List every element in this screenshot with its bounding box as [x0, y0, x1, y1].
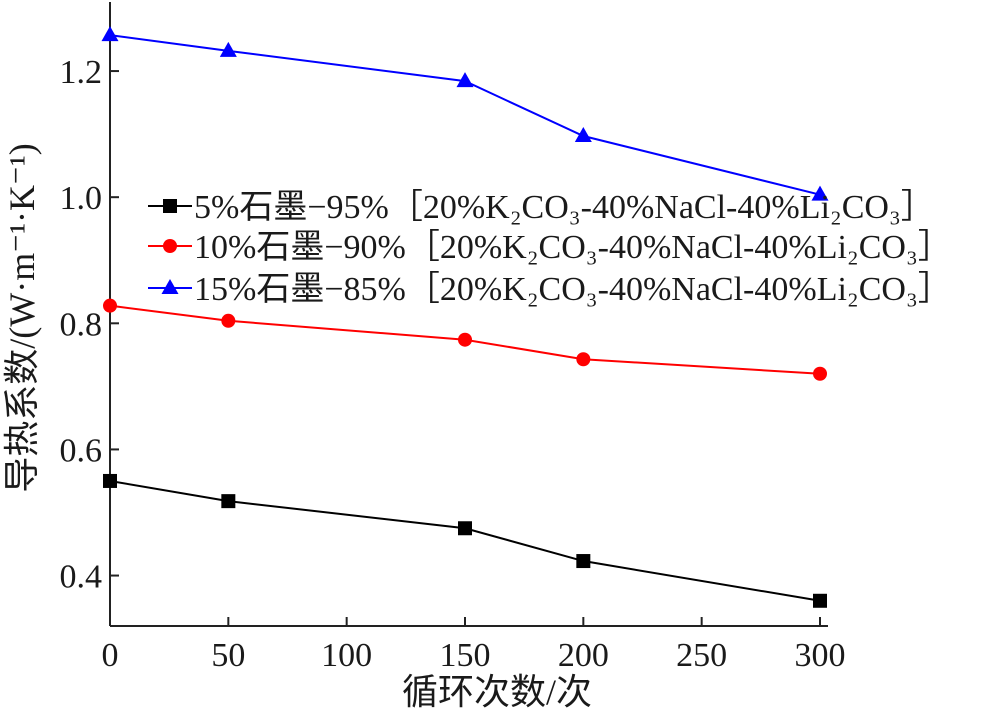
data-point	[103, 473, 117, 488]
legend: 5%石墨−95%［20%K₂CO₃-40%NaCl-40%Li₂CO₃］10%石…	[148, 189, 952, 308]
data-point	[811, 185, 829, 201]
x-tick-label: 250	[676, 637, 727, 674]
series-1	[103, 473, 827, 608]
legend-entry-2: 10%石墨−90%［20%K₂CO₃-40%NaCl-40%Li₂CO₃］	[148, 229, 952, 266]
plot-area	[101, 26, 829, 608]
x-tick-label: 200	[558, 637, 609, 674]
legend-marker	[163, 199, 177, 213]
data-point	[101, 26, 119, 42]
data-point	[576, 352, 591, 367]
y-tick-label: 1.2	[60, 54, 103, 91]
x-axis-title: 循环次数/次	[402, 672, 592, 712]
data-point	[574, 127, 592, 143]
y-axis-title: 导热系数/(W·m⁻¹·K⁻¹)	[2, 143, 42, 493]
x-tick-label: 100	[321, 637, 372, 674]
data-point	[813, 366, 827, 381]
y-tick-label: 0.4	[60, 559, 103, 596]
series-line	[109, 479, 821, 602]
data-point	[219, 41, 237, 57]
legend-marker	[161, 279, 179, 294]
data-point	[458, 332, 472, 347]
data-point	[221, 494, 236, 509]
x-tick-label: 150	[440, 637, 491, 674]
series-2	[103, 298, 827, 381]
legend-label: 10%石墨−90%［20%K₂CO₃-40%NaCl-40%Li₂CO₃］	[194, 229, 952, 266]
y-tick-label: 0.6	[60, 432, 103, 469]
data-point	[458, 521, 472, 536]
data-point	[576, 554, 591, 569]
x-tick-label: 0	[102, 637, 119, 674]
x-tick-label: 50	[211, 637, 245, 674]
legend-entry-1: 5%石墨−95%［20%K₂CO₃-40%NaCl-40%Li₂CO₃］	[148, 189, 935, 226]
series-line	[109, 34, 821, 196]
y-tick-label: 0.8	[60, 306, 103, 343]
data-point	[221, 313, 236, 328]
legend-marker	[163, 239, 177, 253]
data-point	[103, 298, 117, 313]
y-tick-label: 1.0	[60, 180, 103, 217]
series-3	[101, 26, 829, 201]
data-point	[813, 593, 827, 608]
data-point	[456, 72, 474, 88]
axes: 0 50 100 150 200 250 300 0.4 0.6 0.8 1.0 1.2	[60, 2, 846, 674]
legend-label: 15%石墨−85%［20%K₂CO₃-40%NaCl-40%Li₂CO₃］	[194, 271, 952, 308]
legend-entry-3: 15%石墨−85%［20%K₂CO₃-40%NaCl-40%Li₂CO₃］	[148, 271, 952, 308]
legend-label: 5%石墨−95%［20%K₂CO₃-40%NaCl-40%Li₂CO₃］	[194, 189, 935, 226]
x-tick-label: 300	[795, 637, 846, 674]
